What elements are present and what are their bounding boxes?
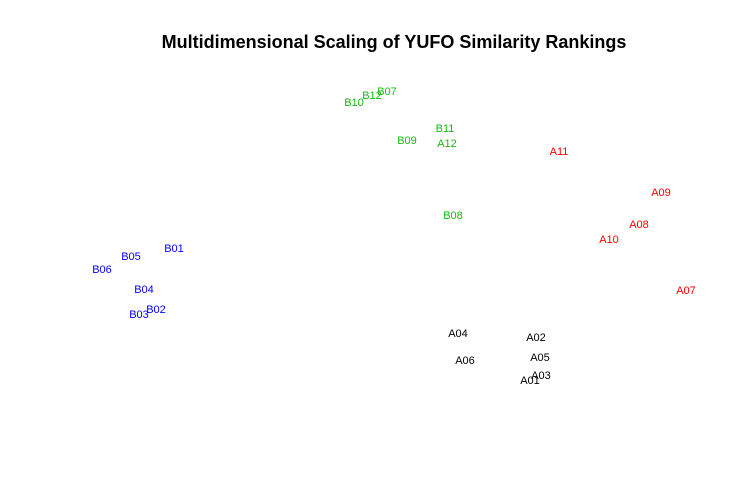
point-label-a01: A01 [520, 375, 540, 387]
point-label-a07: A07 [676, 285, 696, 297]
point-label-b06: B06 [92, 264, 112, 276]
point-label-a10: A10 [599, 234, 619, 246]
point-label-b08: B08 [443, 210, 463, 222]
point-label-a02: A02 [526, 332, 546, 344]
point-label-b11: B11 [436, 123, 455, 135]
point-label-b02: B02 [146, 304, 166, 316]
point-label-b07: B07 [377, 86, 397, 98]
chart-title: Multidimensional Scaling of YUFO Similar… [162, 32, 627, 52]
point-label-b05: B05 [121, 251, 141, 263]
point-label-a05: A05 [530, 352, 550, 364]
point-label-b12: B12 [362, 90, 382, 102]
point-label-a06: A06 [455, 355, 475, 367]
point-label-a08: A08 [629, 219, 649, 231]
point-label-b01: B01 [164, 243, 184, 255]
point-label-a09: A09 [651, 187, 671, 199]
point-label-a03: A03 [531, 370, 551, 382]
point-label-a12: A12 [437, 138, 457, 150]
point-label-b09: B09 [397, 135, 417, 147]
point-label-b10: B10 [344, 97, 364, 109]
point-label-a04: A04 [448, 328, 468, 340]
point-label-b03: B03 [129, 309, 149, 321]
point-label-a11: A11 [550, 146, 569, 158]
point-label-b04: B04 [134, 284, 154, 296]
